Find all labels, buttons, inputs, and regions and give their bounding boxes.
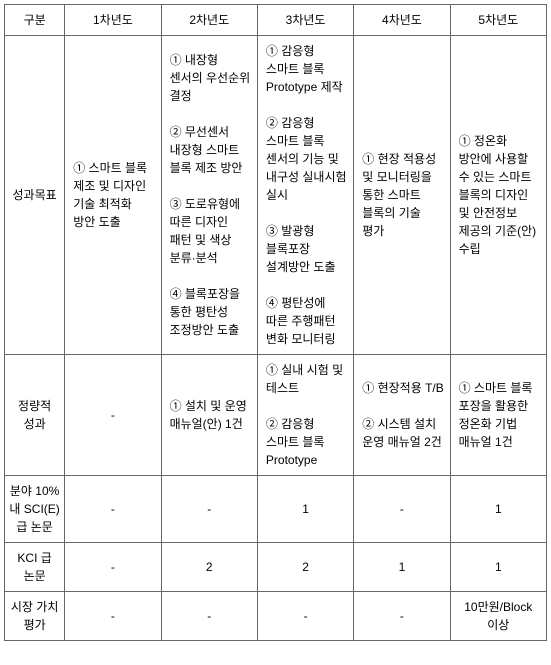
header-year1: 1차년도 bbox=[65, 5, 161, 36]
row-goals: 성과목표 ① 스마트 블록 제조 및 디자인 기술 최적화 방안 도출 ① 내장… bbox=[5, 36, 547, 355]
cell-goals-y3: ① 감응형 스마트 블록 Prototype 제작② 감응형 스마트 블록 센서… bbox=[257, 36, 353, 355]
cell-sci-y4: - bbox=[354, 476, 450, 543]
cell-sci-y5: 1 bbox=[450, 476, 546, 543]
cell-quant-y5: ① 스마트 블록 포장을 활용한 정온화 기법 매뉴얼 1건 bbox=[450, 355, 546, 476]
label-market: 시장 가치 평가 bbox=[5, 592, 65, 641]
header-year5: 5차년도 bbox=[450, 5, 546, 36]
header-row: 구분 1차년도 2차년도 3차년도 4차년도 5차년도 bbox=[5, 5, 547, 36]
cell-kci-y4: 1 bbox=[354, 543, 450, 592]
cell-sci-y1: - bbox=[65, 476, 161, 543]
cell-goals-y1: ① 스마트 블록 제조 및 디자인 기술 최적화 방안 도출 bbox=[65, 36, 161, 355]
cell-quant-y4: ① 현장적용 T/B② 시스템 설치 운영 매뉴얼 2건 bbox=[354, 355, 450, 476]
cell-market-y3: - bbox=[257, 592, 353, 641]
cell-quant-y3: ① 실내 시험 및 테스트② 감응형 스마트 블록 Prototype bbox=[257, 355, 353, 476]
row-kci: KCI 급 논문 - 2 2 1 1 bbox=[5, 543, 547, 592]
cell-quant-y2: ① 설치 및 운영 매뉴얼(안) 1건 bbox=[161, 355, 257, 476]
cell-kci-y3: 2 bbox=[257, 543, 353, 592]
label-sci: 분야 10% 내 SCI(E)급 논문 bbox=[5, 476, 65, 543]
research-plan-table: 구분 1차년도 2차년도 3차년도 4차년도 5차년도 성과목표 ① 스마트 블… bbox=[4, 4, 547, 641]
label-goals: 성과목표 bbox=[5, 36, 65, 355]
cell-goals-y2: ① 내장형 센서의 우선순위 결정② 무선센서 내장형 스마트 블록 제조 방안… bbox=[161, 36, 257, 355]
header-category: 구분 bbox=[5, 5, 65, 36]
cell-market-y4: - bbox=[354, 592, 450, 641]
cell-market-y1: - bbox=[65, 592, 161, 641]
cell-kci-y2: 2 bbox=[161, 543, 257, 592]
header-year3: 3차년도 bbox=[257, 5, 353, 36]
label-kci: KCI 급 논문 bbox=[5, 543, 65, 592]
row-sci: 분야 10% 내 SCI(E)급 논문 - - 1 - 1 bbox=[5, 476, 547, 543]
cell-sci-y3: 1 bbox=[257, 476, 353, 543]
cell-goals-y5: ① 정온화 방안에 사용할 수 있는 스마트 블록의 디자인 및 안전정보 제공… bbox=[450, 36, 546, 355]
row-quantitative: 정량적 성과 - ① 설치 및 운영 매뉴얼(안) 1건 ① 실내 시험 및 테… bbox=[5, 355, 547, 476]
cell-sci-y2: - bbox=[161, 476, 257, 543]
cell-market-y5: 10만원/Block 이상 bbox=[450, 592, 546, 641]
row-market: 시장 가치 평가 - - - - 10만원/Block 이상 bbox=[5, 592, 547, 641]
cell-kci-y5: 1 bbox=[450, 543, 546, 592]
label-quantitative: 정량적 성과 bbox=[5, 355, 65, 476]
cell-market-y2: - bbox=[161, 592, 257, 641]
cell-goals-y4: ① 현장 적용성 및 모니터링을 통한 스마트 블록의 기술 평가 bbox=[354, 36, 450, 355]
cell-quant-y1: - bbox=[65, 355, 161, 476]
cell-kci-y1: - bbox=[65, 543, 161, 592]
header-year4: 4차년도 bbox=[354, 5, 450, 36]
header-year2: 2차년도 bbox=[161, 5, 257, 36]
